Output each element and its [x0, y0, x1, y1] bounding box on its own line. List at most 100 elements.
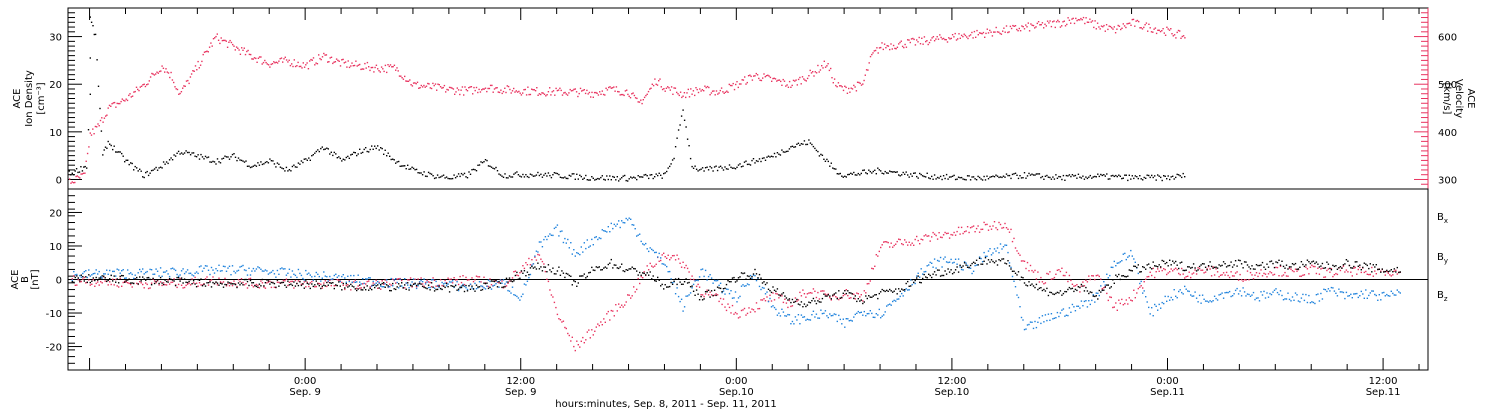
data-point	[212, 269, 214, 271]
data-point	[917, 41, 919, 43]
data-point	[682, 283, 684, 285]
data-point	[1056, 177, 1059, 179]
data-point	[532, 263, 535, 265]
data-point	[748, 284, 750, 286]
data-point	[1312, 301, 1315, 304]
data-point	[996, 264, 999, 266]
data-point	[919, 172, 921, 175]
data-point	[381, 286, 383, 288]
data-point	[716, 294, 719, 296]
data-point	[642, 99, 644, 101]
data-point	[421, 86, 424, 88]
data-point	[499, 174, 502, 176]
data-point	[514, 274, 517, 277]
data-point	[999, 223, 1002, 226]
data-point	[344, 287, 346, 289]
data-point	[220, 37, 222, 39]
data-point	[104, 273, 106, 275]
data-point	[356, 281, 358, 283]
data-point	[293, 273, 295, 275]
data-point	[496, 87, 498, 89]
data-point	[324, 275, 326, 277]
data-point	[1384, 295, 1386, 297]
data-point	[886, 241, 888, 243]
data-point	[185, 284, 187, 287]
data-point	[666, 257, 668, 259]
data-point	[607, 178, 609, 181]
data-point	[419, 87, 421, 89]
data-point	[637, 274, 639, 276]
data-point	[200, 278, 202, 280]
data-point	[1312, 260, 1315, 262]
data-point	[357, 274, 359, 276]
data-point	[797, 299, 800, 301]
data-point	[315, 62, 317, 64]
data-point	[958, 33, 960, 35]
data-point	[1257, 264, 1259, 267]
data-point	[704, 269, 707, 272]
data-point	[847, 318, 849, 320]
data-point	[1164, 262, 1166, 265]
data-point	[1144, 24, 1146, 26]
data-point	[920, 173, 922, 176]
data-point	[887, 45, 890, 47]
data-point	[706, 289, 708, 291]
data-point	[415, 287, 418, 290]
data-point	[89, 275, 91, 277]
data-point	[276, 279, 279, 281]
data-point	[1245, 279, 1247, 281]
data-point	[624, 222, 626, 224]
data-point	[1118, 273, 1120, 276]
data-point	[333, 274, 335, 277]
data-point	[365, 67, 367, 69]
data-point	[727, 168, 729, 170]
data-point	[947, 261, 949, 264]
data-point	[809, 319, 812, 321]
data-point	[1119, 261, 1121, 263]
data-point	[925, 270, 927, 273]
data-point	[170, 71, 172, 74]
data-point	[588, 91, 591, 94]
data-point	[1188, 271, 1190, 273]
data-point	[896, 293, 898, 295]
data-point	[686, 295, 689, 297]
data-point	[73, 275, 75, 277]
data-point	[1071, 174, 1074, 176]
y-tick-label: -20	[46, 343, 62, 354]
data-point	[602, 93, 605, 96]
data-point	[710, 167, 713, 169]
data-point	[815, 313, 818, 315]
data-point	[221, 282, 223, 284]
data-point	[125, 280, 127, 282]
data-point	[179, 92, 181, 95]
data-point	[1044, 290, 1047, 292]
data-point	[1047, 313, 1050, 315]
data-point	[405, 80, 407, 82]
data-point	[386, 155, 388, 157]
data-point	[354, 279, 356, 281]
data-point	[995, 227, 997, 229]
y-bottom-title-line: [nT]	[30, 269, 41, 289]
data-point	[237, 279, 240, 281]
data-point	[724, 306, 726, 308]
data-point	[258, 283, 261, 285]
data-point	[1046, 20, 1049, 22]
data-point	[251, 58, 253, 60]
data-point	[189, 278, 192, 281]
data-point	[280, 57, 283, 59]
data-point	[964, 34, 967, 37]
data-point	[1157, 309, 1159, 311]
data-point	[737, 164, 740, 166]
data-point	[648, 274, 650, 276]
data-point	[303, 279, 305, 281]
data-point	[522, 293, 524, 295]
data-point	[338, 275, 340, 277]
data-point	[749, 274, 752, 277]
data-point	[1016, 28, 1018, 31]
data-point	[822, 67, 824, 69]
data-point	[347, 284, 349, 286]
data-point	[228, 41, 230, 43]
data-point	[869, 55, 872, 58]
data-point	[583, 177, 585, 179]
data-point	[1025, 267, 1027, 270]
